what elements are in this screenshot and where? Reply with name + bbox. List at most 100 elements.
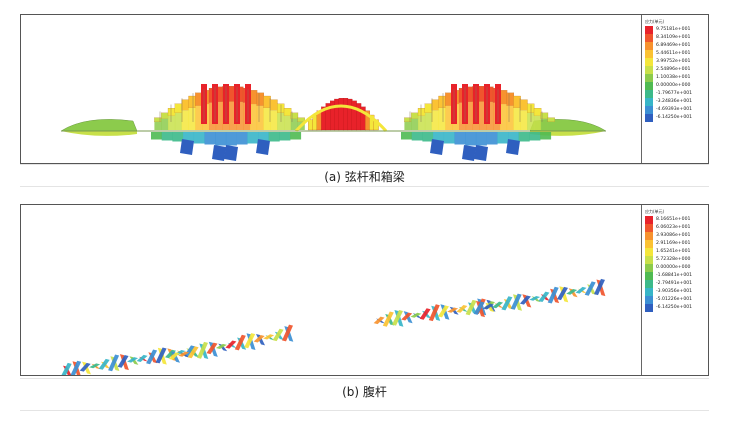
caption-separator <box>20 410 709 411</box>
legend-swatch <box>645 90 653 98</box>
web-member-right-lower <box>456 305 468 313</box>
right-span-chord-web <box>438 107 446 130</box>
right-span-upper-chord <box>513 95 521 108</box>
legend-swatch <box>645 82 653 90</box>
web-member-left-lower <box>117 355 129 368</box>
legend-divider <box>641 15 642 163</box>
right-span-lower-chord <box>443 132 455 144</box>
legend-label: -4.69393e+001 <box>656 107 693 112</box>
right-span-chord-web <box>513 107 521 130</box>
legend-entry: 5.44611e+001 <box>645 50 705 58</box>
right-span-chord-web <box>418 115 426 130</box>
legend-entry: 9.75181e+001 <box>645 26 705 34</box>
legend-swatch <box>645 256 653 264</box>
legend-label: 3.93086e+001 <box>656 233 691 238</box>
legend-entry: 0.00000e+000 <box>645 264 705 272</box>
middle-arch-chord <box>294 104 388 133</box>
left-span-upper-chord <box>188 95 196 108</box>
legend-label: 2.54896e+001 <box>656 67 691 72</box>
web-member-right-upper <box>584 281 596 296</box>
legend-entry: 2.54896e+001 <box>645 66 705 74</box>
web-member-left-lower <box>136 354 148 362</box>
legend-entry: 6.89469e+001 <box>645 42 705 50</box>
left-span-chord-web <box>154 121 162 130</box>
right-span-chord-web <box>520 110 528 130</box>
middle-dome-segment <box>351 100 357 131</box>
left-span-chord-web <box>195 105 203 130</box>
legend-entry: 8.34109e+001 <box>645 34 705 42</box>
right-span-upper-chord <box>424 103 433 113</box>
right-span-upper-chord <box>547 117 555 122</box>
left-span-lower-chord <box>279 132 291 141</box>
web-member-right-lower <box>410 312 422 318</box>
web-member-left-lower <box>146 349 158 365</box>
left-span-upper-chord <box>181 99 189 111</box>
right-span-lower-chord <box>475 132 487 146</box>
legend-swatch <box>645 264 653 272</box>
panel-chord-box-girder: 应力(单元) 9.75181e+001 8.34109e+001 6.89469e+… <box>20 14 709 164</box>
legend-label: -5.01226e+001 <box>656 297 693 302</box>
caption-separator <box>20 378 709 379</box>
left-span-upper-chord <box>154 117 162 122</box>
web-member-left-upper <box>168 352 180 360</box>
legend-swatch <box>645 106 653 114</box>
legend-entry: 1.65241e+001 <box>645 248 705 256</box>
left-span-upper-chord <box>174 103 183 113</box>
legend-swatch <box>645 114 653 122</box>
right-span-lower-chord <box>529 132 541 141</box>
right-span-lower-chord <box>465 132 477 146</box>
left-span-lower-chord <box>151 132 162 140</box>
left-span-lower-chord <box>247 132 259 144</box>
left-span-lower-chord <box>215 132 227 146</box>
right-span-upper-chord <box>520 99 528 111</box>
web-member-stress-plot <box>61 278 606 375</box>
web-member-right-upper <box>538 291 550 302</box>
end-span-left <box>60 119 138 132</box>
right-span-chord-web <box>445 105 453 130</box>
web-member-left-upper <box>215 343 227 349</box>
left-span-pier-block <box>180 139 194 155</box>
web-member-right-upper <box>519 295 531 305</box>
left-span-pier-block <box>256 139 270 155</box>
left-span-chord-web <box>284 115 292 130</box>
right-span-upper-chord <box>404 117 412 122</box>
web-member-left-lower <box>98 358 110 370</box>
legend-label: -6.14250e+001 <box>656 305 693 310</box>
left-span-pier-block <box>224 145 238 161</box>
legend-label: -6.14250e+001 <box>656 115 693 120</box>
left-span-upper-chord <box>263 95 271 108</box>
legend-swatch <box>645 224 653 232</box>
right-span-lower-chord <box>422 132 434 142</box>
legend-label: 1.10038e+001 <box>656 75 691 80</box>
right-span-lower-chord <box>518 132 530 142</box>
left-span-lower-chord <box>236 132 248 145</box>
middle-dome-segment <box>308 119 314 131</box>
right-span-chord-web <box>404 121 412 130</box>
web-member-left-upper <box>244 333 256 349</box>
figure-caption-a: (a) 弦杆和箱梁 <box>324 170 405 184</box>
web-member-right-lower <box>392 310 403 326</box>
web-member-left-upper <box>187 346 199 359</box>
left-span-chord-web <box>290 118 298 130</box>
chord-girder-stress-plot <box>60 84 607 161</box>
right-span-chord-web <box>506 105 514 130</box>
legend-swatch <box>645 216 653 224</box>
web-member-right-lower <box>382 311 394 327</box>
right-span-upper-chord <box>527 103 535 113</box>
legend-title: 应力(单元) <box>645 19 665 24</box>
left-span-chord-web <box>270 110 278 130</box>
legend-label: 2.91169e+001 <box>656 241 691 246</box>
left-span-chord-web <box>215 101 223 130</box>
left-span-chord-web <box>181 110 189 130</box>
web-member-right-lower <box>419 308 431 320</box>
left-span-upper-chord <box>256 92 264 106</box>
web-member-right-lower <box>373 316 385 325</box>
web-member-right-lower <box>465 299 477 316</box>
caption-separator <box>20 164 709 165</box>
stress-legend: 应力(单元) 8.16651e+001 6.06023e+001 3.93086e+… <box>645 209 707 319</box>
legend-swatch <box>645 26 653 34</box>
caption-separator <box>20 186 709 187</box>
left-span-lower-chord <box>225 132 237 146</box>
left-span-upper-chord <box>277 103 285 113</box>
right-span-lower-chord <box>401 132 412 140</box>
